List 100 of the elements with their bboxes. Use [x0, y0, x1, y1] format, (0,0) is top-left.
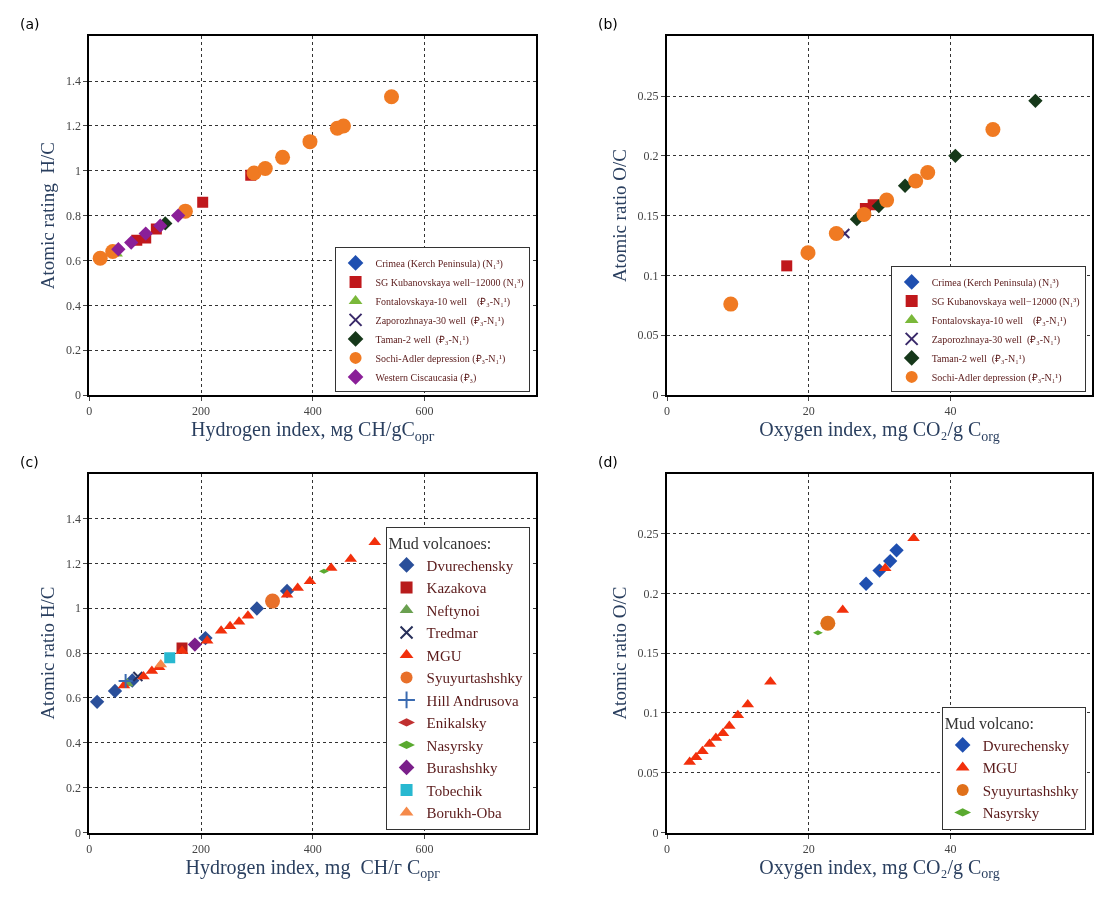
y-tick-label: 0.15	[637, 208, 659, 223]
point	[265, 593, 281, 609]
y-axis-title: Atomic ratio O/C	[608, 586, 630, 720]
point	[249, 601, 265, 616]
point	[856, 206, 872, 222]
legend-label: Fontalovskaya-10 well (₽₃-N₁¹)	[375, 295, 511, 308]
legend-label: Crimea (Kerch Peninsula) (N₁³)	[375, 257, 503, 270]
x-tick-label: 0	[664, 841, 670, 856]
x-tick-label: 600	[415, 404, 434, 419]
legend-label: Tredmar	[426, 625, 478, 642]
point	[731, 709, 745, 719]
legend-label: Syuyurtashshky	[982, 782, 1080, 799]
y-tick-label: 0.2	[643, 586, 659, 601]
legend-label: Burashshky	[426, 760, 498, 777]
x-tick-label: 40	[944, 404, 957, 419]
point	[170, 208, 186, 223]
point	[883, 553, 898, 569]
y-tick-label: 0.4	[65, 736, 81, 751]
point	[303, 575, 317, 585]
point	[985, 122, 1001, 138]
legend-label: SG Kubanovskaya well−12000 (N₁³)	[931, 295, 1080, 308]
y-tick-label: 0.05	[637, 328, 659, 343]
y-tick-label: 0	[652, 388, 659, 403]
point	[187, 637, 203, 652]
x-tick-label: 400	[303, 841, 322, 856]
y-tick-label: 0.1	[643, 706, 659, 721]
point	[897, 178, 913, 193]
y-tick-label: 1.2	[65, 556, 81, 571]
legend-label: Nasyrsky	[982, 805, 1040, 822]
legend-label: Syuyurtashshky	[426, 670, 523, 687]
point	[920, 165, 936, 181]
x-tick-label: 400	[303, 404, 322, 419]
legend-label: Sochi-Adler depression (₽₃-N₁¹)	[375, 352, 506, 365]
legend-label: Kazakova	[426, 580, 487, 597]
point	[828, 226, 844, 242]
legend-label: Fontalovskaya-10 well (₽₃-N₁¹)	[931, 314, 1067, 327]
y-tick-label: 1	[74, 163, 81, 178]
y-tick-label: 0.2	[65, 343, 81, 358]
legend-label: Zaporozhnaya-30 well (₽₃-N₁¹)	[931, 333, 1061, 346]
chart-title: (c)	[20, 454, 39, 470]
legend-label: Enikalsky	[426, 715, 488, 732]
point	[1028, 93, 1043, 108]
x-tick-label: 600	[415, 841, 434, 856]
legend-label: Taman-2 well (₽₃-N₁¹)	[931, 352, 1025, 365]
point	[107, 683, 123, 699]
point	[138, 226, 153, 241]
legend-label: Tobechik	[426, 782, 483, 799]
legend-label: Neftynoi	[426, 602, 480, 619]
point	[384, 89, 400, 105]
point	[781, 260, 793, 272]
point	[820, 615, 836, 631]
point	[89, 694, 105, 709]
y-tick-label: 0.4	[65, 298, 81, 313]
x-tick-label: 0	[86, 841, 93, 856]
legend-label: Taman-2 well (₽₃-N₁¹)	[375, 333, 469, 346]
legend-label: Crimea (Kerch Peninsula) (N₁³)	[931, 276, 1059, 289]
point	[858, 576, 874, 591]
legend-label: MGU	[982, 760, 1018, 777]
point	[879, 192, 895, 208]
point	[92, 250, 108, 266]
y-tick-label: 1.4	[65, 74, 81, 89]
y-tick-label: 0.2	[65, 780, 81, 795]
y-tick-label: 1.2	[65, 119, 81, 134]
x-tick-label: 20	[802, 841, 815, 856]
y-tick-label: 1	[74, 601, 81, 616]
legend-label: SG Kubanovskaya well−12000 (N₁³)	[375, 276, 524, 289]
y-tick-label: 0.05	[637, 765, 659, 780]
x-tick-label: 40	[944, 841, 957, 856]
x-tick-label: 0	[664, 404, 670, 419]
y-tick-label: 0.1	[643, 268, 659, 283]
y-tick-label: 0.25	[637, 89, 659, 104]
legend-title: Mud volcanoes:	[388, 534, 492, 552]
y-tick-label: 0.15	[637, 646, 659, 661]
legend-label: MGU	[426, 647, 462, 664]
point	[257, 161, 273, 177]
x-axis-title: Hydrogen index, mg CH/г C$_{орг}$	[185, 855, 441, 882]
point	[124, 235, 139, 250]
y-tick-label: 0	[74, 825, 81, 840]
y-tick-label: 0.2	[643, 149, 659, 164]
chart-title: (b)	[598, 16, 618, 32]
point	[907, 532, 920, 542]
x-axis-title: Oxygen index, mg CO₂/g C$_{org}$	[759, 418, 1000, 444]
y-tick-label: 0.25	[637, 526, 659, 541]
point	[908, 173, 924, 189]
legend-label: Sochi-Adler depression (₽₃-N₁¹)	[931, 371, 1062, 384]
point	[153, 218, 168, 233]
point	[111, 242, 126, 257]
legend-label: Nasyrsky	[426, 737, 484, 754]
x-tick-label: 0	[86, 404, 93, 419]
point	[275, 149, 291, 165]
legend-label: Hill Andrusova	[426, 692, 519, 709]
y-tick-label: 0	[652, 825, 659, 840]
x-axis-title: Hydrogen index, мg CH/gC$_{орг}$	[191, 418, 435, 444]
y-axis-title: Atomic rating H/C	[37, 142, 59, 290]
point	[117, 672, 134, 689]
x-tick-label: 200	[192, 404, 211, 419]
x-tick-label: 20	[802, 404, 815, 419]
point	[723, 296, 739, 312]
y-axis-title: Atomic ratio O/C	[608, 149, 630, 283]
legend-label: Dvurechensky	[982, 737, 1070, 754]
